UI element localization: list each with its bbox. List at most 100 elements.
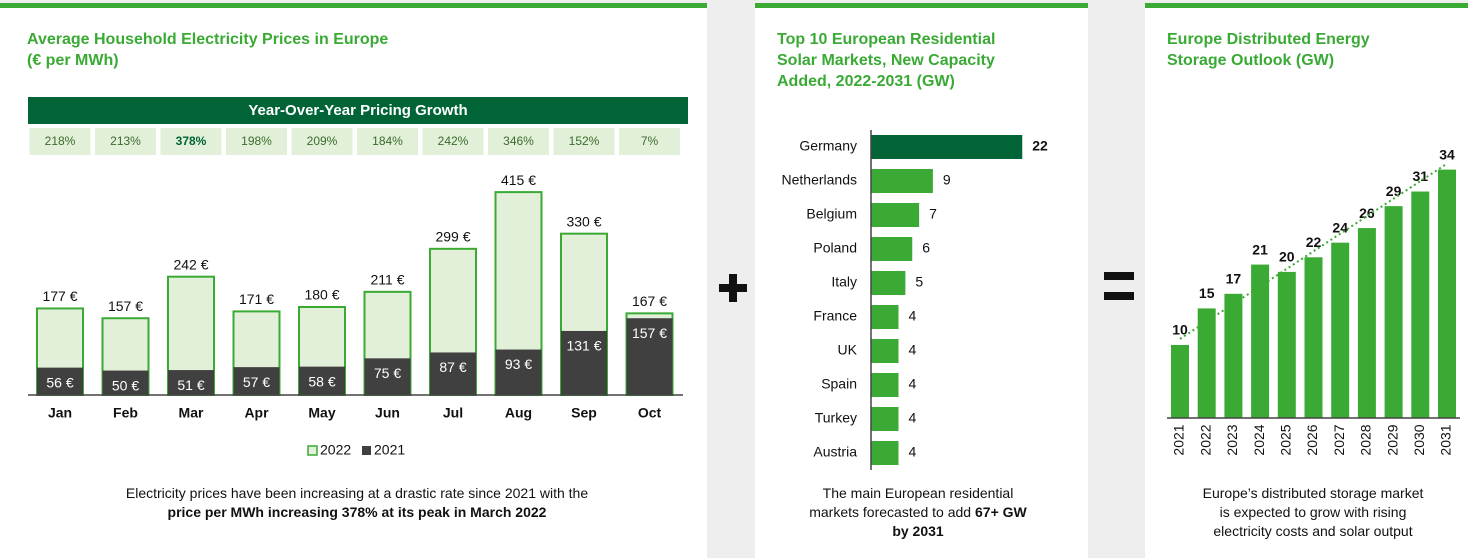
table-cell-text: 209% bbox=[307, 134, 338, 148]
table-cell-text: 242% bbox=[438, 134, 469, 148]
bar bbox=[364, 358, 411, 395]
caption: electricity costs and solar output bbox=[1213, 523, 1412, 539]
value-label: 29 bbox=[1386, 183, 1402, 199]
table-cell bbox=[357, 128, 418, 155]
chart-title: Average Household Electricity Prices in … bbox=[27, 31, 388, 48]
table-cell-text: 198% bbox=[241, 134, 272, 148]
y-tick-label: Turkey bbox=[815, 410, 857, 426]
value-label: 177 € bbox=[42, 288, 77, 304]
y-tick-label: Italy bbox=[831, 274, 857, 290]
table-cell bbox=[160, 128, 222, 155]
bar bbox=[1304, 257, 1323, 418]
caption-part: electricity costs and solar output bbox=[1213, 523, 1412, 539]
caption: is expected to grow with rising bbox=[1220, 504, 1407, 520]
bar bbox=[871, 305, 899, 329]
legend-swatch bbox=[362, 446, 371, 455]
caption-part: Europe’s distributed storage market bbox=[1203, 485, 1424, 501]
bar bbox=[561, 330, 607, 395]
x-tick-label: 2028 bbox=[1358, 424, 1374, 455]
value-label: 4 bbox=[909, 444, 917, 460]
bar bbox=[168, 370, 214, 395]
x-tick-label: Oct bbox=[638, 405, 662, 421]
table-header: Year-Over-Year Pricing Growth bbox=[248, 102, 467, 119]
panel-border bbox=[0, 3, 707, 8]
value-label: 211 € bbox=[371, 272, 405, 288]
x-tick-label: 2027 bbox=[1331, 424, 1347, 455]
caption: Europe’s distributed storage market bbox=[1203, 485, 1424, 501]
bar bbox=[1384, 206, 1403, 418]
x-tick-label: May bbox=[308, 405, 335, 421]
bar bbox=[871, 271, 906, 295]
value-label: 26 bbox=[1359, 205, 1375, 221]
bar bbox=[871, 169, 933, 193]
legend-swatch bbox=[307, 445, 318, 456]
value-label: 34 bbox=[1439, 146, 1455, 162]
table-cell bbox=[226, 128, 287, 155]
value-label: 4 bbox=[909, 308, 917, 324]
value-label: 75 € bbox=[374, 365, 401, 381]
table-header-bg bbox=[28, 97, 688, 124]
value-label: 157 € bbox=[108, 298, 143, 314]
value-label: 87 € bbox=[439, 359, 466, 375]
bar bbox=[871, 441, 899, 465]
value-label: 21 bbox=[1252, 241, 1268, 257]
y-tick-label: Germany bbox=[799, 138, 857, 154]
bar bbox=[1411, 191, 1430, 418]
bar bbox=[495, 349, 542, 395]
x-tick-label: Aug bbox=[505, 405, 532, 421]
table-cell-text: 378% bbox=[176, 134, 207, 148]
x-tick-label: 2021 bbox=[1171, 424, 1187, 455]
caption: price per MWh increasing 378% at its pea… bbox=[168, 504, 547, 520]
table-cell-text: 152% bbox=[569, 134, 600, 148]
bar bbox=[233, 367, 280, 395]
value-label: 330 € bbox=[566, 213, 601, 229]
caption-part: by 2031 bbox=[892, 523, 944, 539]
bar bbox=[1224, 293, 1243, 418]
value-label: 24 bbox=[1332, 219, 1348, 235]
x-tick-label: 2023 bbox=[1224, 424, 1240, 455]
x-tick-label: 2030 bbox=[1411, 424, 1427, 455]
table-cell bbox=[619, 128, 680, 155]
y-tick-label: Netherlands bbox=[782, 172, 858, 188]
value-label: 56 € bbox=[46, 374, 73, 390]
table-cell-text: 7% bbox=[641, 134, 659, 148]
value-label: 171 € bbox=[239, 291, 274, 307]
caption: by 2031 bbox=[892, 523, 944, 539]
y-tick-label: Spain bbox=[821, 376, 857, 392]
bar bbox=[1197, 308, 1216, 418]
x-tick-label: 2024 bbox=[1251, 424, 1267, 455]
value-label: 31 bbox=[1413, 168, 1429, 184]
bar bbox=[871, 203, 920, 227]
value-label: 6 bbox=[922, 240, 930, 256]
value-label: 4 bbox=[909, 376, 917, 392]
value-label: 22 bbox=[1032, 138, 1048, 154]
caption-part: Electricity prices have been increasing … bbox=[126, 485, 588, 501]
bar bbox=[871, 407, 899, 431]
value-label: 242 € bbox=[173, 256, 208, 272]
value-label: 131 € bbox=[566, 338, 601, 354]
value-label: 58 € bbox=[308, 373, 335, 389]
table-cell-text: 184% bbox=[372, 134, 403, 148]
bar bbox=[871, 339, 899, 363]
bar bbox=[37, 367, 83, 395]
value-label: 180 € bbox=[304, 287, 339, 303]
bar bbox=[1171, 344, 1189, 418]
y-tick-label: Austria bbox=[813, 444, 857, 460]
value-label: 4 bbox=[909, 342, 917, 358]
x-tick-label: 2031 bbox=[1438, 424, 1454, 455]
value-label: 167 € bbox=[632, 293, 667, 309]
caption-part: markets forecasted to add bbox=[809, 504, 975, 520]
value-label: 7 bbox=[929, 206, 937, 222]
value-label: 93 € bbox=[505, 356, 532, 372]
table-cell-text: 218% bbox=[45, 134, 76, 148]
table-cell bbox=[553, 128, 615, 155]
value-label: 20 bbox=[1279, 249, 1295, 265]
value-label: 299 € bbox=[435, 229, 470, 245]
table-cell-text: 213% bbox=[110, 134, 141, 148]
bar bbox=[1438, 169, 1456, 418]
x-tick-label: Jun bbox=[375, 405, 400, 421]
x-tick-label: Sep bbox=[571, 405, 597, 421]
x-tick-label: Jan bbox=[48, 405, 72, 421]
bar bbox=[626, 318, 673, 395]
table-cell bbox=[95, 128, 156, 155]
